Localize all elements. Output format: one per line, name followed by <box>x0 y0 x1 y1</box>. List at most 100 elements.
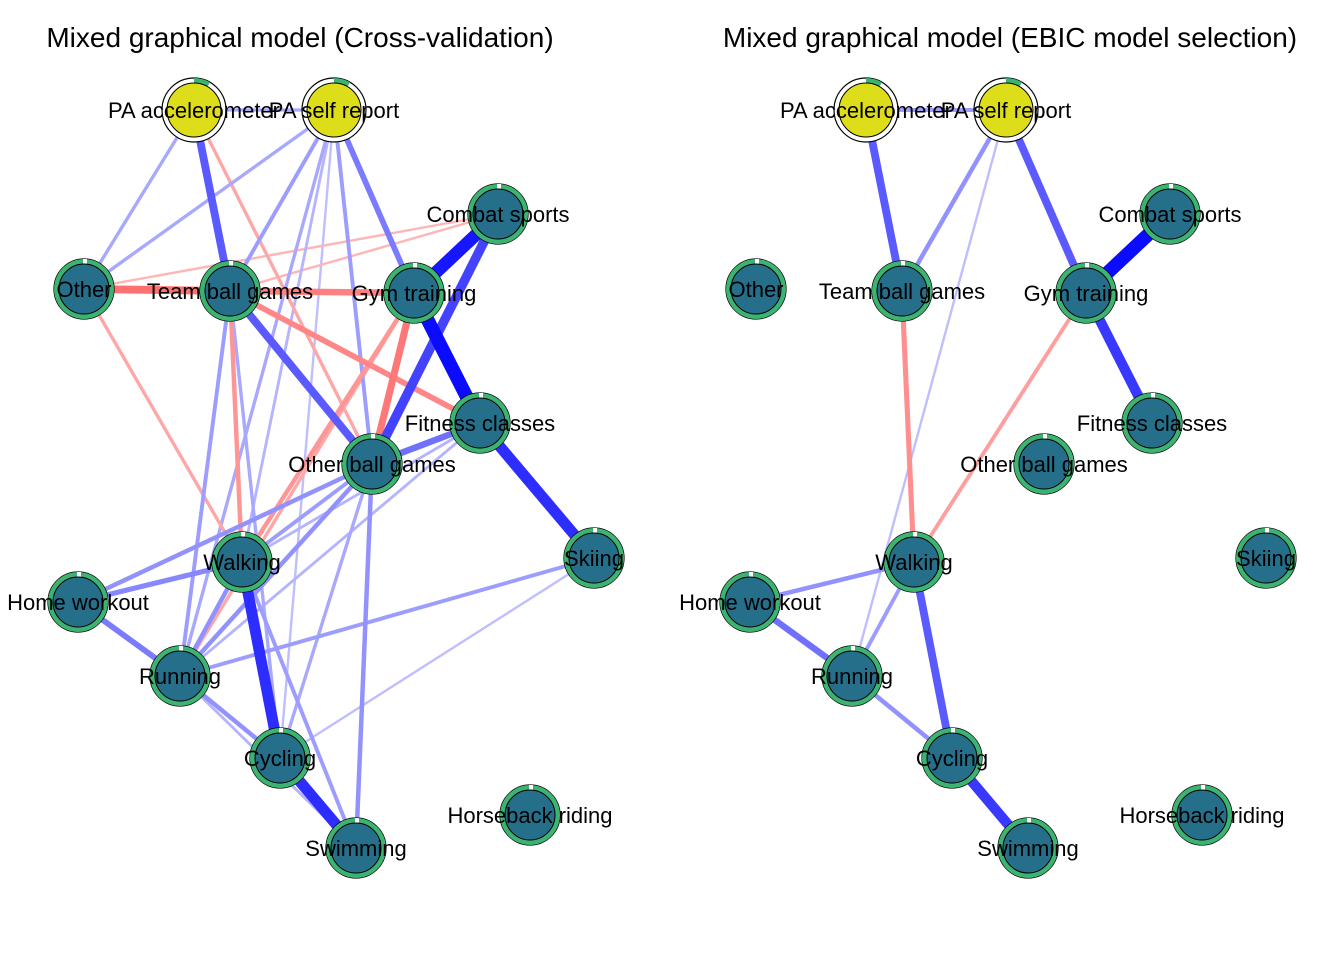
node-label-home: Home workout <box>7 590 149 615</box>
node-body <box>388 267 440 319</box>
node-label-home: Home workout <box>679 590 821 615</box>
edge-fitness-running <box>178 421 482 678</box>
node-horse: Horseback riding <box>1119 784 1285 846</box>
node-label-other: Other <box>56 277 111 302</box>
node-pie-gap <box>1085 263 1089 268</box>
edge-team-walking <box>227 288 245 565</box>
panel-title-ebic: Mixed graphical model (EBIC model select… <box>723 22 1297 53</box>
edge-walking-swimming <box>240 560 358 850</box>
node-pie-gap <box>355 818 359 823</box>
node-body <box>1126 397 1178 449</box>
node-label-walking: Walking <box>203 550 280 575</box>
node-body <box>1018 438 1070 490</box>
node-label-horse: Horseback riding <box>447 803 612 828</box>
node-horse: Horseback riding <box>447 784 613 846</box>
node-label-fitness: Fitness classes <box>1077 411 1227 436</box>
node-pie-gap <box>901 261 905 266</box>
edge-pa_self-gym <box>331 107 417 296</box>
node-pie-gap <box>241 532 245 537</box>
node-pie-gap <box>479 393 483 398</box>
node-cycling: Cycling <box>916 727 988 789</box>
node-label-skiing: Skiing <box>1236 546 1296 571</box>
panel-title-cross-validation: Mixed graphical model (Cross-validation) <box>46 22 553 53</box>
node-pie-gap <box>749 572 753 577</box>
node-pie-gap <box>851 646 855 651</box>
node-pie-gap <box>279 728 283 733</box>
edge-pa_self-running <box>850 108 1008 678</box>
node-label-walking: Walking <box>875 550 952 575</box>
node-body <box>888 536 940 588</box>
node-label-pa_self: PA self report <box>941 98 1071 123</box>
node-walking: Walking <box>875 531 953 593</box>
node-pie-gap <box>951 728 955 733</box>
node-body <box>306 82 362 138</box>
edge-otherball-cycling <box>278 462 374 760</box>
node-body <box>504 789 556 841</box>
node-label-swimming: Swimming <box>305 836 406 861</box>
node-pie-gap <box>913 532 917 537</box>
node-body <box>1060 267 1112 319</box>
node-body <box>838 82 894 138</box>
node-body <box>204 265 256 317</box>
node-label-combat: Combat sports <box>1098 202 1241 227</box>
node-body <box>978 82 1034 138</box>
edge-otherball-swimming <box>353 461 375 851</box>
node-skiing: Skiing <box>563 527 625 589</box>
node-label-fitness: Fitness classes <box>405 411 555 436</box>
node-pa_self: PA self report <box>941 77 1071 143</box>
edge-otherball-home <box>75 461 375 605</box>
node-label-cycling: Cycling <box>244 746 316 771</box>
node-label-otherball: Other ball games <box>288 452 456 477</box>
node-pa_acc: PA accelerometer <box>108 77 280 143</box>
node-body <box>876 265 928 317</box>
node-label-pa_acc: PA accelerometer <box>108 98 280 123</box>
edge-other-walking <box>82 287 244 564</box>
node-fitness: Fitness classes <box>1077 392 1227 454</box>
node-pie-gap <box>755 259 759 264</box>
node-label-horse: Horseback riding <box>1119 803 1284 828</box>
panel-ebic: Mixed graphical model (EBIC model select… <box>679 22 1297 879</box>
edge-cycling-skiing <box>278 556 596 760</box>
node-other: Other <box>53 258 115 320</box>
node-otherball: Other ball games <box>288 433 456 495</box>
node-gym: Gym training <box>352 262 477 324</box>
node-body <box>730 263 782 315</box>
node-body <box>346 438 398 490</box>
edge-otherball-running <box>177 461 375 679</box>
node-label-skiing: Skiing <box>564 546 624 571</box>
node-label-gym: Gym training <box>352 281 477 306</box>
node-body <box>826 650 878 702</box>
node-label-pa_self: PA self report <box>269 98 399 123</box>
node-body <box>216 536 268 588</box>
node-pie-gap <box>83 259 87 264</box>
node-combat: Combat sports <box>1098 183 1242 245</box>
edge-team-combat <box>228 212 500 293</box>
node-pie-gap <box>77 572 81 577</box>
node-body <box>52 576 104 628</box>
node-label-otherball: Other ball games <box>960 452 1128 477</box>
panel-cross-validation: Mixed graphical model (Cross-validation)… <box>7 22 625 879</box>
node-pie-gap <box>529 785 533 790</box>
edge-pa_self-walking <box>240 108 336 564</box>
edge-team-running <box>178 289 232 678</box>
node-body <box>1002 822 1054 874</box>
node-skiing: Skiing <box>1235 527 1297 589</box>
node-gym: Gym training <box>1024 262 1148 324</box>
node-label-pa_acc: PA accelerometer <box>780 98 952 123</box>
node-label-running: Running <box>139 664 221 689</box>
node-body <box>1144 188 1196 240</box>
node-body <box>1240 532 1292 584</box>
node-team: Team ball games <box>819 260 985 322</box>
edge-team-walking <box>899 288 917 565</box>
node-swimming: Swimming <box>977 817 1079 879</box>
node-team: Team ball games <box>147 260 313 322</box>
node-label-cycling: Cycling <box>916 746 988 771</box>
node-pie-gap <box>1201 785 1205 790</box>
node-label-team: Team ball games <box>147 279 313 304</box>
node-pie-gap <box>229 261 233 266</box>
node-label-combat: Combat sports <box>426 202 569 227</box>
edge-walking-cycling <box>910 558 956 762</box>
node-otherball: Other ball games <box>960 433 1128 495</box>
